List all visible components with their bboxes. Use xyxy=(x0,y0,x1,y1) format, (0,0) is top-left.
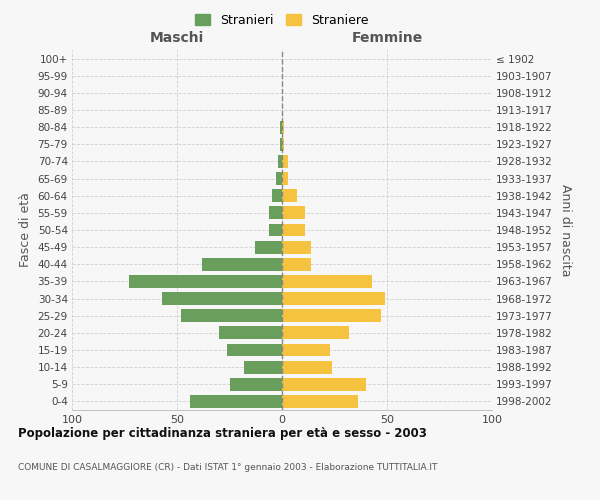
Bar xyxy=(282,344,331,356)
Bar xyxy=(190,395,282,408)
Legend: Stranieri, Straniere: Stranieri, Straniere xyxy=(190,8,374,32)
Bar xyxy=(229,378,282,390)
Bar xyxy=(282,258,311,270)
Bar xyxy=(162,292,282,305)
Y-axis label: Anni di nascita: Anni di nascita xyxy=(559,184,572,276)
Bar xyxy=(282,172,289,185)
Bar xyxy=(282,378,366,390)
Bar xyxy=(282,224,305,236)
Bar xyxy=(278,155,282,168)
Bar xyxy=(129,275,282,288)
Text: Popolazione per cittadinanza straniera per età e sesso - 2003: Popolazione per cittadinanza straniera p… xyxy=(18,428,427,440)
Bar xyxy=(282,206,305,220)
Text: Maschi: Maschi xyxy=(150,31,204,45)
Bar xyxy=(282,120,284,134)
Bar xyxy=(219,326,282,340)
Bar xyxy=(282,190,296,202)
Bar xyxy=(276,172,282,185)
Text: COMUNE DI CASALMAGGIORE (CR) - Dati ISTAT 1° gennaio 2003 - Elaborazione TUTTITA: COMUNE DI CASALMAGGIORE (CR) - Dati ISTA… xyxy=(18,462,437,471)
Bar xyxy=(282,155,289,168)
Bar xyxy=(269,206,282,220)
Bar xyxy=(269,224,282,236)
Bar xyxy=(282,326,349,340)
Bar xyxy=(280,120,282,134)
Bar xyxy=(282,292,385,305)
Bar xyxy=(244,360,282,374)
Y-axis label: Fasce di età: Fasce di età xyxy=(19,192,32,268)
Bar xyxy=(282,360,332,374)
Bar xyxy=(282,275,372,288)
Bar xyxy=(181,310,282,322)
Bar xyxy=(271,190,282,202)
Bar xyxy=(254,240,282,254)
Bar xyxy=(280,138,282,150)
Bar xyxy=(202,258,282,270)
Bar xyxy=(282,310,381,322)
Text: Femmine: Femmine xyxy=(352,31,422,45)
Bar xyxy=(282,240,311,254)
Bar xyxy=(282,395,358,408)
Bar xyxy=(282,138,284,150)
Bar xyxy=(227,344,282,356)
